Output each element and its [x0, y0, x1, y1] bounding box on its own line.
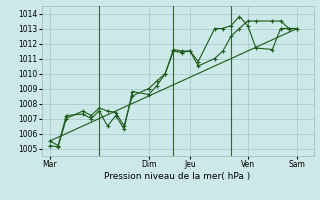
X-axis label: Pression niveau de la mer( hPa ): Pression niveau de la mer( hPa )	[104, 172, 251, 181]
